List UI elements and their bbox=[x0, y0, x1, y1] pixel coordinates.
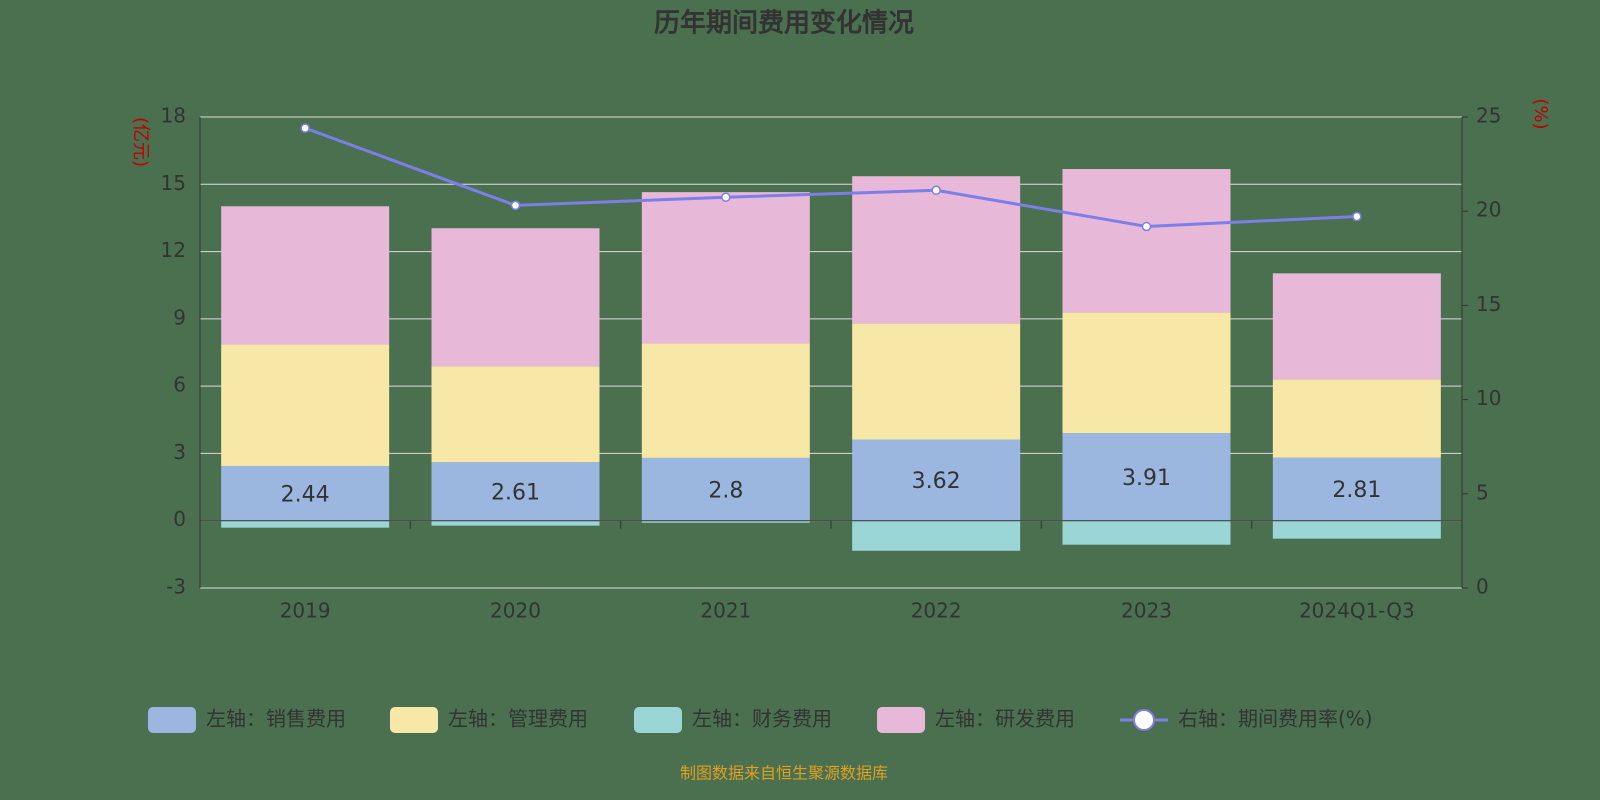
source-note: 制图数据来自恒生聚源数据库 bbox=[680, 764, 888, 783]
bar bbox=[221, 465, 390, 521]
chart-title: 历年期间费用变化情况 bbox=[654, 8, 914, 39]
y-tick-label: 6 bbox=[173, 373, 186, 397]
bar bbox=[1062, 312, 1231, 434]
x-tick-label: 2024Q1-Q3 bbox=[1299, 599, 1415, 623]
x-tick-label: 2022 bbox=[911, 599, 962, 623]
y2-tick-label: 20 bbox=[1476, 198, 1501, 222]
legend-swatch bbox=[148, 707, 196, 733]
legend-marker bbox=[1133, 709, 1155, 731]
bar bbox=[1272, 457, 1441, 521]
line-point bbox=[510, 200, 521, 211]
line-point bbox=[1352, 211, 1362, 222]
y-tick-label: 0 bbox=[173, 507, 186, 531]
line-point bbox=[721, 192, 731, 203]
bar bbox=[221, 206, 390, 345]
y-axis-title: (亿元) bbox=[130, 117, 151, 167]
legend-swatch bbox=[877, 707, 925, 733]
bar bbox=[852, 323, 1021, 440]
bar bbox=[1062, 520, 1231, 545]
y-tick-label: 12 bbox=[161, 238, 186, 262]
bar bbox=[852, 439, 1021, 521]
data-label: 2.61 bbox=[491, 480, 540, 505]
y-tick-label: 9 bbox=[173, 305, 186, 329]
bar bbox=[641, 192, 810, 344]
bar bbox=[1062, 169, 1231, 313]
bar bbox=[1062, 433, 1231, 521]
x-tick-label: 2023 bbox=[1121, 599, 1172, 623]
legend-label: 右轴：期间费用率(%) bbox=[1178, 707, 1373, 731]
y2-tick-label: 15 bbox=[1476, 292, 1501, 316]
y2-tick-label: 0 bbox=[1476, 575, 1489, 599]
line-point bbox=[300, 123, 310, 133]
bar bbox=[1272, 379, 1441, 458]
bar bbox=[641, 343, 810, 458]
bar bbox=[221, 344, 390, 466]
line-point bbox=[931, 185, 941, 196]
x-tick-label: 2021 bbox=[700, 599, 751, 623]
x-tick-label: 2019 bbox=[280, 599, 331, 623]
data-label: 2.44 bbox=[281, 482, 330, 507]
y2-tick-label: 25 bbox=[1476, 104, 1501, 128]
y2-tick-label: 5 bbox=[1476, 480, 1489, 504]
legend-label: 左轴：财务费用 bbox=[692, 707, 832, 731]
bar bbox=[641, 457, 810, 521]
legend-swatch bbox=[634, 707, 682, 733]
y-tick-label: 3 bbox=[173, 440, 186, 464]
y2-tick-label: 10 bbox=[1476, 386, 1501, 410]
y-tick-label: 18 bbox=[161, 104, 186, 128]
line-point bbox=[1141, 221, 1152, 232]
bar bbox=[431, 228, 600, 367]
data-label: 2.81 bbox=[1332, 478, 1381, 503]
legend-label: 左轴：管理费用 bbox=[448, 707, 588, 731]
y2-axis-title: (%) bbox=[1530, 98, 1551, 129]
data-label: 3.62 bbox=[912, 469, 961, 494]
legend-label: 左轴：销售费用 bbox=[206, 707, 346, 731]
line bbox=[304, 126, 1357, 228]
data-label: 3.91 bbox=[1122, 466, 1171, 491]
x-tick-label: 2020 bbox=[490, 599, 541, 623]
bar bbox=[431, 462, 600, 521]
bar bbox=[852, 520, 1021, 551]
legend-swatch bbox=[390, 707, 438, 733]
bar bbox=[431, 366, 600, 463]
data-label: 2.8 bbox=[708, 478, 743, 503]
bar bbox=[1272, 520, 1441, 539]
bar bbox=[221, 520, 390, 528]
y-tick-label: 15 bbox=[161, 171, 186, 195]
bar bbox=[641, 520, 810, 523]
bar bbox=[1272, 273, 1441, 380]
legend-label: 左轴：研发费用 bbox=[935, 707, 1075, 731]
y-tick-label: -3 bbox=[166, 575, 186, 599]
bar bbox=[852, 176, 1021, 324]
bar bbox=[431, 520, 600, 526]
